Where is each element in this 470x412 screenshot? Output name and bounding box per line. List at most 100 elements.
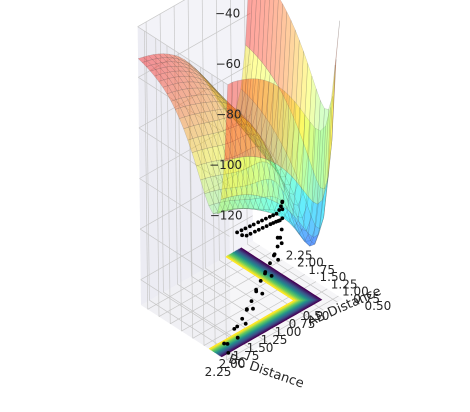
- contour-line: [214, 251, 309, 354]
- surface-cell: [281, 152, 291, 178]
- surface-cell: [245, 119, 256, 132]
- surface-cell: [173, 76, 184, 84]
- surface-cell: [318, 182, 328, 235]
- z-tick-label: −80: [216, 108, 241, 122]
- trajectory-point: [264, 224, 269, 229]
- y-tick-label: 1.00: [275, 325, 302, 339]
- z-tick-label: −120: [210, 209, 243, 223]
- surface-cell: [224, 108, 235, 120]
- surface-cell: [240, 113, 251, 124]
- surface-cell: [200, 76, 211, 85]
- surface-cell: [247, 125, 257, 137]
- grid-line-y-wall: [215, 0, 220, 261]
- surface-cell: [205, 176, 216, 193]
- surface-cell: [203, 77, 214, 89]
- surface-cell: [224, 187, 235, 202]
- surface-cell: [296, 215, 307, 231]
- surface-cell: [176, 61, 187, 68]
- surface-cell: [277, 144, 287, 170]
- surface-cell: [231, 155, 242, 173]
- contour-line: [208, 255, 297, 350]
- trajectory-point: [243, 321, 248, 326]
- surface-cell: [251, 127, 261, 142]
- surface-cell: [150, 69, 160, 77]
- surface-cell: [185, 66, 197, 75]
- surface-cell: [266, 161, 277, 183]
- surface-cell: [237, 113, 248, 126]
- surface-cell: [284, 183, 295, 195]
- grid-line-z-right: [138, 127, 230, 187]
- surface-cell: [212, 145, 222, 161]
- surface-cell: [173, 54, 184, 61]
- grid-line-x-wall: [144, 31, 149, 310]
- surface-cell: [259, 208, 269, 213]
- surface-cell: [320, 108, 329, 190]
- surface-cell: [220, 101, 231, 110]
- surface-cell: [233, 208, 243, 210]
- surface-cell: [285, 95, 295, 177]
- z-tick-label: −60: [216, 57, 241, 71]
- surface-cell: [278, 3, 288, 96]
- surface-cell: [241, 149, 252, 169]
- surface-cell: [308, 200, 318, 238]
- surface-cell: [306, 121, 316, 202]
- surface-cell: [213, 88, 223, 101]
- surface-cell: [163, 78, 174, 86]
- surface-cell: [256, 157, 266, 197]
- surface-cell: [168, 53, 179, 60]
- surface-cell: [309, 233, 320, 247]
- surface-cell: [261, 149, 272, 164]
- surface-cell: [239, 199, 250, 209]
- surface-cell: [219, 93, 229, 104]
- surface-cell: [247, 147, 257, 167]
- trajectory-point: [248, 224, 252, 229]
- surface-cell: [226, 157, 237, 174]
- trajectory-points: [222, 199, 285, 355]
- surface-cell: [155, 67, 166, 75]
- surface-cell: [328, 59, 337, 177]
- surface-cell: [291, 207, 302, 230]
- surface-cell: [170, 65, 181, 72]
- surface-cell: [228, 126, 239, 142]
- surface-cell: [162, 85, 173, 95]
- grid-line-z-right: [137, 26, 228, 85]
- x-tick-label: 1.75: [308, 263, 335, 277]
- surface-cell: [216, 197, 227, 215]
- surface-cell: [200, 178, 210, 194]
- surface-cell: [219, 188, 230, 202]
- surface-cell: [258, 136, 268, 153]
- surface-cell: [230, 171, 241, 188]
- surface-cell: [238, 123, 249, 137]
- trajectory-point: [269, 274, 274, 278]
- surface-cell: [293, 220, 304, 235]
- x-tick-label: 0.75: [353, 292, 380, 306]
- grid-line-y-wall: [159, 13, 164, 293]
- grid-line-y-wall: [244, 0, 248, 245]
- surface-cell: [179, 116, 189, 130]
- surface-cell: [259, 135, 269, 152]
- surface-cell: [229, 115, 240, 123]
- surface-cell: [280, 90, 290, 172]
- surface-cell: [232, 194, 242, 210]
- surface-cell: [300, 235, 310, 247]
- surface-cell: [183, 75, 194, 83]
- surface-cell: [253, 57, 263, 107]
- surface-cell: [217, 92, 227, 106]
- surface-cell: [216, 90, 226, 102]
- surface-cell: [182, 81, 193, 89]
- trajectory-point: [271, 221, 276, 225]
- surface-cell: [199, 78, 210, 86]
- surface-cell: [218, 96, 228, 110]
- surface-cell: [177, 58, 188, 65]
- surface-cell: [275, 168, 285, 185]
- surface-cell: [196, 94, 207, 104]
- surface-cell: [176, 89, 187, 99]
- surface-cell: [269, 156, 280, 176]
- y-tick-label: 2.25: [205, 365, 232, 379]
- surface-cell: [137, 56, 148, 63]
- surface-cell: [242, 121, 253, 136]
- surface-cell: [211, 94, 222, 103]
- surface-cell: [151, 63, 161, 70]
- surface-cell: [298, 142, 308, 193]
